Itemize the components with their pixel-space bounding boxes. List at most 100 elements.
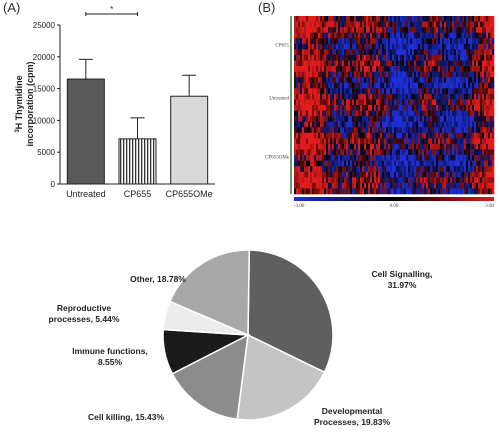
heatmap-cell — [376, 160, 379, 167]
heatmap-cell — [432, 188, 435, 195]
heatmap-cell — [478, 166, 481, 173]
heatmap-cell — [318, 88, 321, 95]
heatmap-cell — [320, 93, 323, 100]
heatmap-cell — [478, 121, 481, 128]
heatmap-cell — [392, 93, 395, 100]
heatmap-cell — [462, 127, 465, 134]
heatmap-cell — [326, 182, 329, 189]
heatmap-cell — [406, 99, 409, 106]
heatmap-cell — [460, 88, 463, 95]
heatmap-cell — [456, 149, 459, 156]
heatmap-cell — [298, 155, 301, 161]
heatmap-cell — [408, 21, 411, 28]
heatmap-cell — [304, 116, 307, 122]
heatmap-cell — [476, 93, 479, 100]
heatmap-cell — [426, 143, 429, 150]
heatmap-cell — [334, 82, 337, 89]
heatmap-cell — [456, 66, 459, 72]
heatmap-cell — [404, 82, 407, 89]
heatmap-cell — [400, 149, 403, 156]
heatmap-cell — [434, 105, 437, 111]
heatmap-cell — [376, 105, 379, 111]
heatmap-cell — [374, 138, 377, 145]
heatmap-cell — [314, 71, 317, 78]
heatmap-cell — [296, 149, 299, 156]
heatmap-cell — [326, 121, 329, 128]
heatmap-cell — [390, 82, 393, 89]
heatmap-cell — [378, 82, 381, 89]
heatmap-cell — [376, 66, 379, 72]
heatmap-cell — [492, 121, 495, 128]
heatmap-cell — [470, 82, 473, 89]
heatmap-cell — [482, 21, 485, 28]
heatmap-cell — [318, 77, 321, 84]
heatmap-cell — [398, 138, 401, 145]
heatmap-cell — [412, 138, 415, 145]
heatmap-cell — [466, 171, 469, 178]
heatmap-cell — [306, 182, 309, 189]
heatmap-cell — [386, 99, 389, 106]
heatmap-cell — [432, 93, 435, 100]
heatmap-cell — [434, 127, 437, 134]
heatmap-cell — [474, 99, 477, 106]
heatmap-cell — [396, 54, 399, 61]
heatmap-cell — [482, 188, 485, 195]
heatmap-cell — [308, 127, 311, 134]
heatmap-cell — [306, 177, 309, 184]
heatmap-cell — [338, 88, 341, 95]
heatmap-cell — [342, 127, 345, 134]
heatmap-cell — [368, 177, 371, 184]
heatmap-cell — [456, 60, 459, 67]
heatmap-cell — [432, 149, 435, 156]
heatmap-cell — [460, 155, 463, 161]
heatmap-cell — [328, 16, 331, 22]
heatmap-cell — [384, 166, 387, 173]
heatmap-cell — [470, 43, 473, 50]
heatmap-cell — [464, 38, 467, 45]
heatmap-cell — [390, 132, 393, 139]
heatmap-cell — [418, 77, 421, 84]
heatmap-cell — [432, 116, 435, 122]
heatmap-cell — [414, 138, 417, 145]
heatmap-cell — [342, 88, 345, 95]
heatmap-cell — [468, 16, 471, 22]
heatmap-cell — [316, 38, 319, 45]
heatmap-cell — [428, 16, 431, 22]
heatmap-cell — [458, 71, 461, 78]
heatmap-cell — [370, 149, 373, 156]
heatmap-cell — [310, 138, 313, 145]
heatmap-cell — [412, 27, 415, 33]
heatmap-cell — [454, 16, 457, 22]
heatmap-cell — [332, 93, 335, 100]
heatmap-cell — [466, 60, 469, 67]
heatmap-cell — [426, 121, 429, 128]
heatmap-cell — [300, 77, 303, 84]
heatmap-cell — [412, 54, 415, 61]
heatmap-cell — [398, 155, 401, 161]
heatmap-cell — [420, 54, 423, 61]
heatmap-cell — [416, 121, 419, 128]
heatmap-cell — [424, 66, 427, 72]
heatmap-cell — [426, 182, 429, 189]
heatmap-cell — [414, 21, 417, 28]
heatmap-cell — [486, 149, 489, 156]
heatmap-cell — [444, 188, 447, 195]
heatmap-cell — [410, 182, 413, 189]
heatmap-cell — [410, 38, 413, 45]
heatmap-cell — [308, 188, 311, 195]
heatmap-cell — [444, 82, 447, 89]
heatmap-cell — [312, 82, 315, 89]
heatmap-cell — [478, 188, 481, 195]
heatmap-cell — [462, 54, 465, 61]
heatmap-cell — [480, 177, 483, 184]
heatmap-cell — [308, 82, 311, 89]
heatmap-cell — [472, 16, 475, 22]
heatmap-cell — [392, 132, 395, 139]
heatmap-cell — [446, 43, 449, 50]
heatmap-cell — [306, 88, 309, 95]
heatmap-cell — [298, 143, 301, 150]
heatmap-cell — [316, 166, 319, 173]
heatmap-cell — [316, 110, 319, 117]
heatmap-cell — [486, 43, 489, 50]
heatmap-cell — [408, 16, 411, 22]
